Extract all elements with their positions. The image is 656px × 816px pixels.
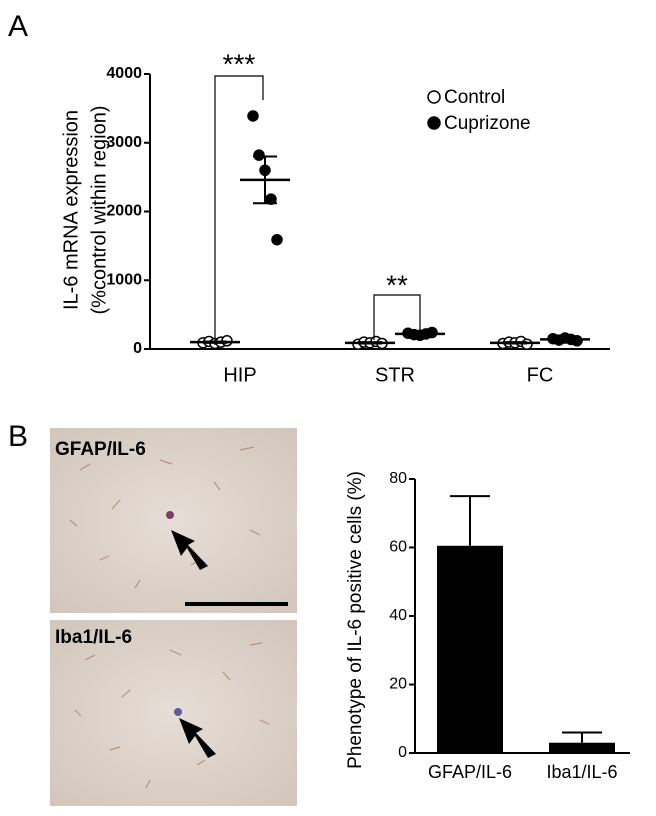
data-point — [247, 110, 259, 122]
data-point — [271, 233, 283, 246]
y-axis-label: Phenotype of IL-6 positive cells (%) — [345, 471, 366, 769]
legend-marker — [427, 116, 441, 130]
panel-label: B — [8, 420, 28, 453]
micrograph — [50, 428, 297, 613]
y-tick-label: 60 — [389, 539, 407, 556]
panel-label: A — [8, 10, 28, 43]
significance-bracket — [373, 294, 421, 340]
legend-marker — [427, 90, 441, 104]
y-tick-label: 80 — [389, 470, 407, 487]
y-tick-label: 3000 — [106, 134, 142, 151]
y-axis-label: IL-6 mRNA expression — [60, 110, 82, 310]
x-tick-label: STR — [375, 364, 415, 386]
y-tick-label: 0 — [398, 744, 407, 761]
y-tick-label: 2000 — [106, 203, 142, 220]
y-axis-label: (%control within region) — [88, 106, 110, 315]
image-label: GFAP/IL-6 — [55, 439, 146, 460]
stain — [174, 708, 182, 716]
stain — [166, 511, 174, 519]
data-point — [253, 149, 265, 161]
y-tick-label: 0 — [133, 340, 142, 357]
arrow — [179, 718, 216, 758]
y-tick-label: 20 — [389, 676, 407, 693]
significance: *** — [223, 48, 256, 79]
y-tick-label: 1000 — [106, 271, 142, 288]
micrographs: GFAP/IL-6 Iba1/IL-6 — [50, 428, 297, 806]
significance: ** — [386, 269, 408, 300]
significance-bracket — [214, 75, 264, 345]
y-tick-label: 4000 — [106, 65, 142, 82]
bar — [437, 545, 503, 753]
x-tick-label: GFAP/IL-6 — [428, 762, 512, 782]
cell-texture — [69, 446, 270, 789]
x-tick-label: Iba1/IL-6 — [546, 762, 617, 782]
arrow — [171, 530, 208, 570]
image-label: Iba1/IL-6 — [55, 627, 132, 648]
legend-label: Control — [444, 87, 505, 108]
legend-label: Cuprizone — [444, 113, 531, 134]
x-tick-label: FC — [527, 364, 554, 386]
y-tick-label: 40 — [389, 607, 407, 624]
bar — [549, 742, 615, 753]
x-tick-label: HIP — [223, 364, 256, 386]
